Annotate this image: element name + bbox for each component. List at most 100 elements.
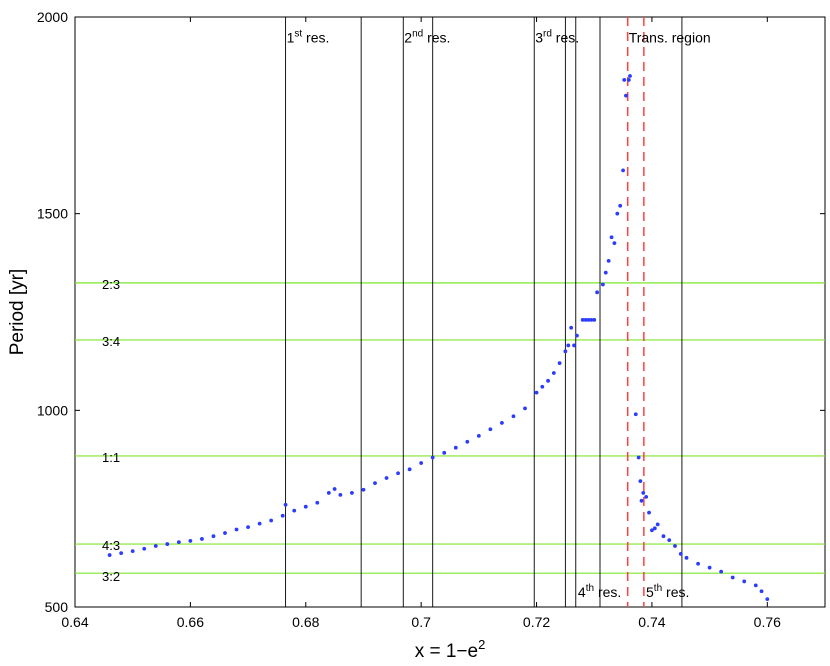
data-point [719, 569, 724, 574]
data-point [753, 583, 758, 588]
data-point [551, 371, 556, 375]
data-point [586, 317, 591, 322]
x-tick-label: 0.76 [754, 614, 781, 630]
data-point [583, 317, 588, 322]
plot-area [74, 16, 826, 608]
data-point [338, 493, 343, 497]
data-point [580, 317, 585, 322]
data-point [638, 479, 643, 484]
data-point [765, 597, 770, 602]
data-point [303, 504, 308, 509]
x-axis-label: x = 1−e2 [415, 637, 486, 662]
x-tick-label: 0.66 [177, 614, 204, 630]
data-point [280, 513, 285, 518]
data-point [283, 502, 288, 507]
y-tick-label: 1500 [37, 206, 68, 222]
data-point [684, 555, 689, 560]
data-point [476, 434, 481, 438]
annotation: 5th res. [646, 583, 689, 600]
data-point [332, 487, 337, 491]
data-point [373, 481, 377, 485]
data-point [696, 561, 700, 566]
data-point [661, 534, 666, 539]
data-point [350, 491, 354, 495]
data-point [165, 542, 170, 546]
annotation: 4th res. [578, 583, 621, 600]
data-point [626, 78, 631, 82]
data-point [453, 445, 458, 450]
data-point [200, 537, 204, 541]
data-point [595, 290, 600, 295]
data-point [618, 203, 623, 208]
data-point [465, 439, 470, 444]
data-point [615, 211, 620, 216]
y-tick-label: 2000 [37, 9, 68, 25]
ratio-label: 1:1 [102, 450, 120, 465]
data-point [500, 421, 504, 425]
data-point [315, 500, 320, 505]
ratio-label: 3:4 [102, 334, 120, 349]
data-point [563, 349, 568, 354]
x-tick-label: 0.64 [61, 614, 88, 630]
annotation: 1st res. [287, 29, 330, 46]
data-point [557, 361, 562, 366]
data-point [624, 93, 628, 98]
data-point [667, 538, 672, 543]
data-point [655, 522, 660, 527]
x-tick-label: 0.68 [292, 614, 319, 630]
annotation: Trans. region [629, 30, 711, 46]
data-point [257, 521, 262, 526]
data-point [326, 491, 331, 495]
data-point [269, 518, 274, 523]
data-point [153, 544, 158, 548]
data-point [419, 461, 424, 465]
data-point [107, 553, 112, 557]
data-point [534, 390, 539, 395]
data-point [569, 325, 574, 330]
data-point [592, 317, 597, 322]
data-point [606, 258, 611, 263]
data-point [644, 494, 649, 499]
data-point [572, 343, 576, 348]
data-point [384, 476, 389, 480]
data-point [633, 412, 638, 417]
data-point [142, 546, 147, 551]
ratio-label: 4:3 [102, 538, 120, 553]
data-point [600, 282, 605, 287]
data-point [234, 527, 239, 532]
data-point [673, 544, 677, 548]
data-point [759, 589, 764, 594]
data-point [742, 579, 747, 584]
data-point [575, 333, 579, 338]
data-point [650, 528, 654, 533]
annotation: 2nd res. [404, 29, 450, 46]
x-tick-label: 0.72 [523, 614, 550, 630]
data-point [130, 549, 135, 554]
data-point [636, 455, 641, 460]
data-point [223, 531, 227, 535]
y-tick-label: 500 [45, 599, 69, 615]
data-point [246, 525, 250, 530]
ratio-label: 3:2 [102, 569, 120, 584]
data-point [523, 406, 527, 411]
data-point [292, 508, 297, 513]
data-point [442, 450, 447, 455]
data-point [430, 455, 435, 460]
y-axis-label: Period [yr] [7, 269, 28, 356]
data-point [566, 343, 571, 348]
data-point [407, 467, 412, 472]
data-point [641, 491, 646, 495]
data-point [647, 510, 651, 515]
data-point [603, 270, 608, 275]
data-point [622, 78, 627, 82]
data-point [609, 235, 614, 240]
data-point [188, 539, 193, 543]
data-point [652, 526, 657, 531]
ratio-label: 2:3 [102, 277, 120, 292]
annotation: 3rd res. [535, 29, 579, 46]
data-point [396, 471, 400, 476]
x-tick-label: 0.74 [638, 614, 665, 630]
data-point [628, 74, 632, 78]
